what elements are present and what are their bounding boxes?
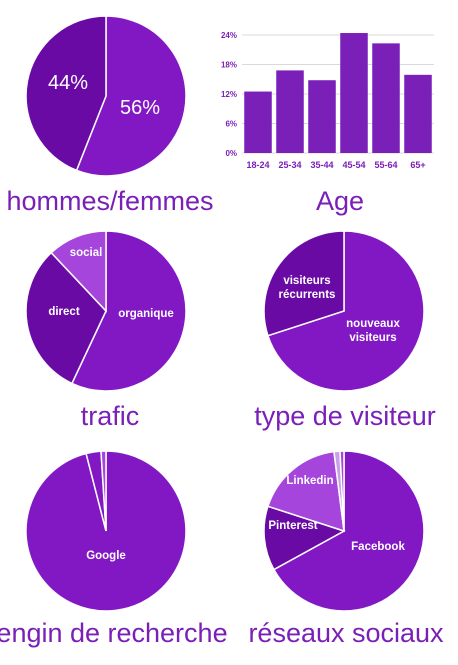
slice-label: Linkedin xyxy=(286,475,333,487)
pie-slice xyxy=(50,230,107,313)
pie-slice xyxy=(263,505,346,571)
x-tick-label: 35-44 xyxy=(310,160,333,170)
bar xyxy=(404,74,432,153)
pie-chart-4: Google engin de recherche xyxy=(0,450,228,648)
slice-label: nouveaux visiteurs xyxy=(346,318,400,344)
slice-label: 56% xyxy=(120,97,160,119)
y-tick-label: 18% xyxy=(221,61,237,70)
pie-slice xyxy=(25,15,107,172)
y-tick-label: 6% xyxy=(225,120,237,129)
slice-label: organique xyxy=(118,308,174,320)
chart-title: hommes/femmes xyxy=(6,186,213,216)
x-tick-label: 25-34 xyxy=(278,160,301,170)
pie-chart-5: Facebook Pinterest Linkedin réseaux sociaux xyxy=(248,450,444,648)
pie-slice xyxy=(70,230,187,392)
pie-slice xyxy=(25,251,107,385)
pie-slice xyxy=(100,450,107,532)
bar xyxy=(340,33,368,153)
x-tick-label: 18-24 xyxy=(246,160,269,170)
slice-label: Pinterest xyxy=(268,520,317,532)
bar xyxy=(308,80,336,153)
x-tick-label: 65+ xyxy=(410,160,425,170)
pie-slice xyxy=(266,230,425,392)
slice-label: social xyxy=(70,247,103,259)
chart-title: réseaux sociaux xyxy=(248,618,444,648)
bar-chart-age: 0% 6% 12% 18% 24% 18-24 25-34 35-44 45-54 55-64 65… xyxy=(221,31,434,216)
slice-label: direct xyxy=(48,306,79,318)
chart-title: trafic xyxy=(81,401,140,431)
bar xyxy=(276,70,304,153)
pie-slice xyxy=(272,450,425,612)
x-tick-label: 45-54 xyxy=(342,160,365,170)
y-tick-label: 0% xyxy=(225,149,237,158)
pie-chart-2: organique direct social trafic xyxy=(25,230,187,431)
pie-slice xyxy=(263,230,345,337)
bar xyxy=(372,43,400,153)
y-tick-label: 24% xyxy=(221,31,237,40)
slice-label: 44% xyxy=(48,72,88,94)
chart-title: engin de recherche xyxy=(0,618,228,648)
y-tick-label: 12% xyxy=(221,90,237,99)
slice-label: Facebook xyxy=(351,541,405,553)
pie-slice xyxy=(339,450,345,532)
chart-title: type de visiteur xyxy=(254,401,436,431)
pie-slice xyxy=(75,15,187,177)
slice-label: visiteurs récurrents xyxy=(279,275,336,301)
pie-slice xyxy=(266,450,345,533)
pie-chart-3: nouveaux visiteurs visiteurs récurrents type… xyxy=(254,230,436,431)
chart-title: Age xyxy=(316,186,364,216)
x-tick-label: 55-64 xyxy=(374,160,397,170)
slice-label: Google xyxy=(86,550,126,562)
pie-chart-0: 56% 44% hommes/femmes xyxy=(6,15,214,216)
bar xyxy=(244,91,272,153)
